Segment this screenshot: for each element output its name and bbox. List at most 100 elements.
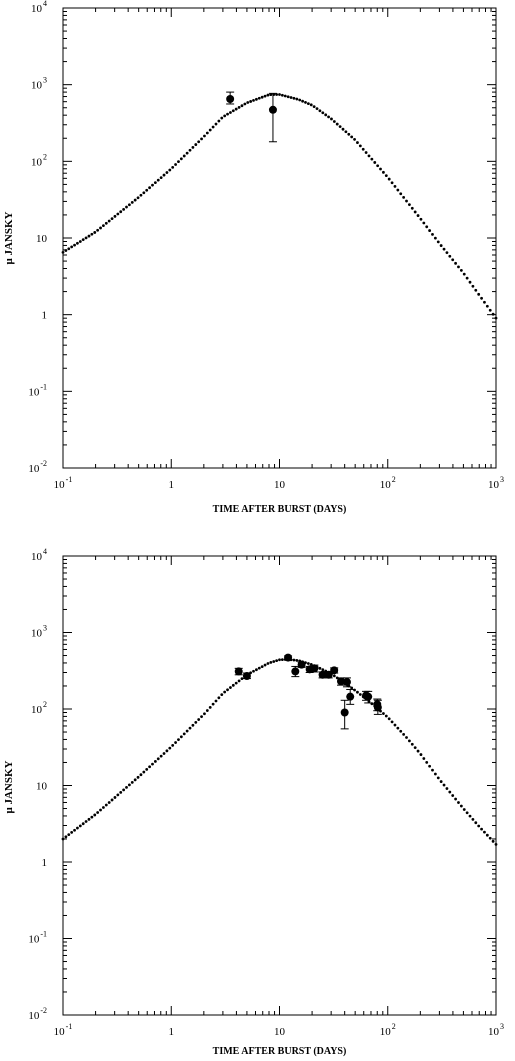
model-curve-dot	[107, 219, 111, 223]
model-curve-dot	[356, 141, 359, 144]
y-tick-label-exponent: 2	[43, 152, 47, 161]
model-curve-dot	[205, 709, 209, 712]
model-curve-dot	[278, 658, 281, 662]
model-curve-dot	[410, 206, 414, 210]
model-curve-dot	[81, 238, 85, 242]
model-curve-dot	[292, 658, 296, 662]
model-curve-dot	[468, 814, 472, 818]
model-curve-dot	[428, 764, 432, 768]
model-curve-dot	[382, 712, 385, 715]
model-curve-dot	[301, 99, 304, 103]
x-tick-label: 10-1	[54, 1022, 73, 1038]
model-curve-dot	[102, 806, 105, 809]
x-tick-label: 10-1	[54, 475, 73, 491]
model-curve-dot	[289, 96, 293, 99]
model-curve-dot	[194, 143, 198, 146]
model-curve-dot	[90, 232, 94, 236]
y-tick-label-base: 10	[31, 704, 43, 716]
y-tick-label-exponent: -2	[40, 1006, 47, 1015]
y-tick-label: 102	[31, 152, 47, 168]
model-curve-dot	[295, 658, 299, 662]
model-curve-dot	[64, 835, 68, 839]
model-curve-dot	[373, 161, 377, 164]
model-curve-dot	[240, 104, 244, 108]
model-curve-dot	[73, 243, 76, 247]
model-curve-dot	[136, 775, 140, 779]
model-curve-dot	[269, 660, 273, 664]
y-tick-label-base: 10	[36, 233, 48, 245]
data-point	[364, 690, 373, 704]
model-curve-dot	[171, 744, 175, 747]
x-tick-label: 1	[169, 479, 175, 491]
model-curve-dot	[402, 732, 406, 736]
x-tick-label-base: 10	[54, 1026, 66, 1038]
y-tick-label: 10-1	[28, 382, 47, 398]
data-marker	[297, 660, 306, 669]
model-curve-dot	[119, 791, 123, 794]
x-tick-label-base: 1	[169, 1026, 175, 1038]
model-curve-dot	[110, 798, 114, 802]
data-point	[330, 666, 339, 675]
model-curve-dot	[104, 803, 108, 807]
model-curve-dot	[477, 292, 481, 296]
model-curve-dot	[70, 245, 74, 249]
y-tick-label-exponent: 3	[43, 624, 47, 633]
model-curve-dot	[454, 797, 457, 801]
x-tick-label-base: 10	[380, 1026, 392, 1038]
model-curve-dot	[370, 157, 374, 161]
model-curve-dot	[396, 726, 400, 730]
model-curve-dot	[76, 826, 79, 830]
model-curve-dot	[113, 214, 117, 218]
data-marker	[234, 667, 243, 676]
y-tick-label-base: 10	[31, 3, 43, 15]
model-curve-dot	[255, 97, 258, 101]
x-axis-title: TIME AFTER BURST (DAYS)	[213, 1046, 347, 1057]
model-curve-dot	[459, 269, 463, 272]
model-curve-dot	[327, 115, 330, 119]
model-curve-dot	[257, 96, 261, 100]
model-curve-dot	[402, 195, 406, 199]
model-curve-dot	[260, 665, 264, 669]
model-curve-dot	[237, 679, 241, 683]
model-curve-dot	[266, 662, 270, 665]
model-curve-dot	[304, 101, 307, 104]
x-tick-label: 102	[380, 475, 396, 491]
model-curve-dot	[122, 207, 126, 211]
y-tick-label: 104	[31, 0, 47, 15]
data-marker	[364, 692, 373, 701]
model-curve-dot	[214, 122, 218, 126]
model-curve-dot	[246, 101, 250, 104]
plot-frame	[62, 7, 497, 469]
model-curve-dot	[390, 720, 394, 724]
model-curve-dot	[174, 741, 177, 744]
model-curve-dot	[431, 768, 434, 772]
data-marker	[337, 677, 346, 686]
model-curve-dot	[431, 232, 434, 236]
model-curve-dot	[174, 163, 177, 166]
model-curve-dot	[433, 236, 437, 240]
model-curve-dot	[188, 726, 192, 730]
model-curve-dot	[283, 94, 287, 98]
model-curve-dot	[142, 770, 146, 774]
model-curve-dot	[87, 234, 91, 238]
model-curve-dot	[96, 228, 100, 232]
model-curve-dot	[298, 98, 302, 102]
model-curve-dot	[419, 753, 423, 756]
model-curve-dot	[457, 801, 460, 804]
model-curve-dot	[90, 815, 94, 819]
model-curve-dot	[125, 785, 128, 789]
model-curve-dot	[67, 833, 71, 836]
model-curve-dot	[278, 93, 281, 96]
model-curve-dot	[153, 760, 157, 763]
model-curve-dot	[93, 231, 97, 234]
model-curve-dot	[177, 160, 180, 164]
model-curve-dot	[84, 820, 88, 823]
model-curve-dot	[465, 276, 469, 280]
model-curve-dot	[491, 839, 495, 843]
model-curve-dot	[226, 112, 229, 116]
model-curve-dot	[442, 247, 446, 251]
model-curve-dot	[347, 132, 351, 136]
model-curve-dot	[165, 749, 169, 753]
model-curve-dot	[185, 729, 189, 733]
x-tick-label-exponent: 2	[392, 475, 396, 484]
